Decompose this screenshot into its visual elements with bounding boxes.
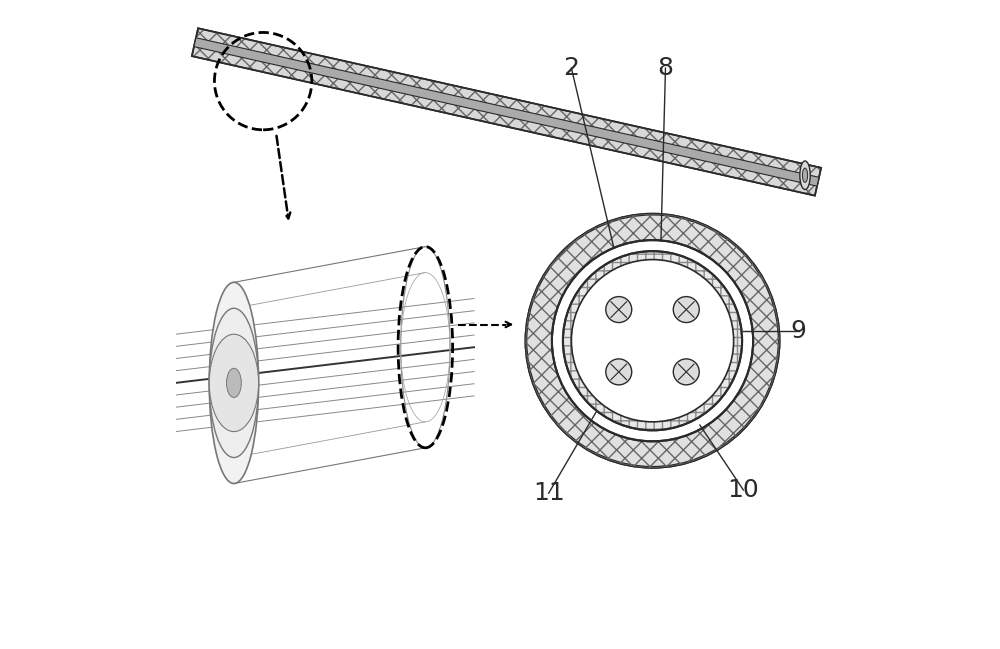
Ellipse shape xyxy=(209,282,259,484)
Ellipse shape xyxy=(227,369,241,397)
Circle shape xyxy=(606,359,632,385)
Ellipse shape xyxy=(802,168,808,182)
Polygon shape xyxy=(192,29,821,195)
Circle shape xyxy=(673,297,699,323)
Ellipse shape xyxy=(563,251,742,430)
Ellipse shape xyxy=(526,214,779,467)
Text: 11: 11 xyxy=(533,482,565,505)
Ellipse shape xyxy=(526,214,779,467)
Ellipse shape xyxy=(571,260,734,422)
Ellipse shape xyxy=(563,251,742,430)
Ellipse shape xyxy=(552,240,753,441)
Circle shape xyxy=(606,297,632,323)
Text: 2: 2 xyxy=(563,56,579,80)
Text: 9: 9 xyxy=(791,319,806,343)
Text: 10: 10 xyxy=(728,478,759,502)
Circle shape xyxy=(673,359,699,385)
Ellipse shape xyxy=(800,161,810,190)
Ellipse shape xyxy=(209,334,259,432)
Polygon shape xyxy=(194,38,819,186)
Ellipse shape xyxy=(209,308,259,458)
Text: 8: 8 xyxy=(657,56,673,80)
Ellipse shape xyxy=(552,240,753,441)
